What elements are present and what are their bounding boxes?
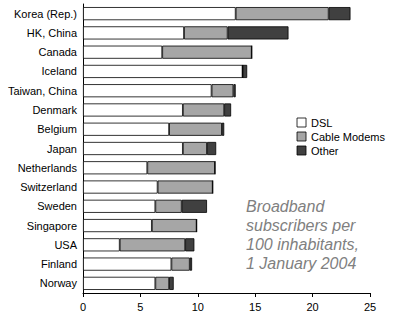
svg-text:Cable Modems: Cable Modems xyxy=(311,131,385,143)
svg-text:Other: Other xyxy=(311,145,339,157)
svg-text:USA: USA xyxy=(54,239,77,251)
svg-text:DSL: DSL xyxy=(311,117,332,129)
svg-text:10: 10 xyxy=(192,301,204,313)
svg-text:1 January 2004: 1 January 2004 xyxy=(246,255,356,272)
svg-text:25: 25 xyxy=(364,301,376,313)
svg-text:Singapore: Singapore xyxy=(27,220,77,232)
svg-text:15: 15 xyxy=(249,301,261,313)
svg-text:HK, China: HK, China xyxy=(27,27,78,39)
svg-text:Norway: Norway xyxy=(40,277,78,289)
svg-text:Netherlands: Netherlands xyxy=(18,162,78,174)
svg-text:Canada: Canada xyxy=(38,46,77,58)
svg-text:5: 5 xyxy=(137,301,143,313)
svg-text:100 inhabitants,: 100 inhabitants, xyxy=(246,236,359,253)
svg-text:Korea (Rep.): Korea (Rep.) xyxy=(14,8,77,20)
svg-text:Sweden: Sweden xyxy=(37,200,77,212)
svg-text:Taiwan, China: Taiwan, China xyxy=(8,85,78,97)
svg-text:Denmark: Denmark xyxy=(32,104,77,116)
svg-text:Iceland: Iceland xyxy=(42,65,77,77)
svg-text:Broadband: Broadband xyxy=(246,198,325,215)
svg-text:subscribers per: subscribers per xyxy=(246,217,356,234)
svg-text:Belgium: Belgium xyxy=(37,123,77,135)
svg-text:Finland: Finland xyxy=(41,258,77,270)
svg-text:0: 0 xyxy=(80,301,86,313)
svg-text:Switzerland: Switzerland xyxy=(20,181,77,193)
svg-text:Japan: Japan xyxy=(47,143,77,155)
svg-text:20: 20 xyxy=(306,301,318,313)
